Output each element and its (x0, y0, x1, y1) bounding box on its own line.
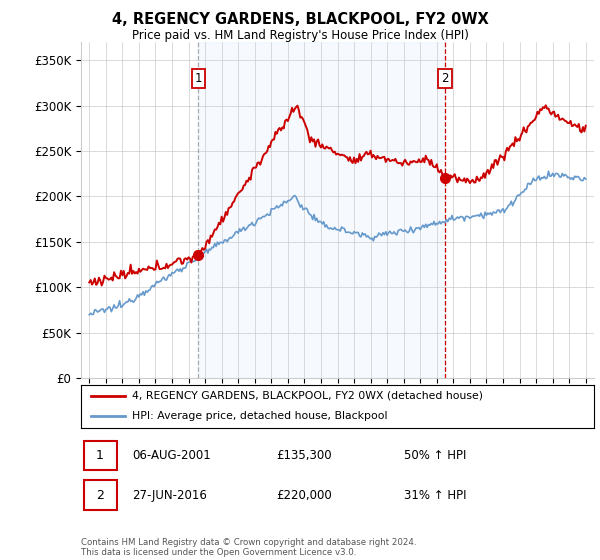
Text: 06-AUG-2001: 06-AUG-2001 (133, 449, 211, 463)
Text: 50% ↑ HPI: 50% ↑ HPI (404, 449, 467, 463)
Text: 4, REGENCY GARDENS, BLACKPOOL, FY2 0WX (detached house): 4, REGENCY GARDENS, BLACKPOOL, FY2 0WX (… (133, 391, 484, 400)
Text: Price paid vs. HM Land Registry's House Price Index (HPI): Price paid vs. HM Land Registry's House … (131, 29, 469, 42)
FancyBboxPatch shape (83, 480, 117, 510)
Text: 1: 1 (195, 72, 202, 85)
Text: HPI: Average price, detached house, Blackpool: HPI: Average price, detached house, Blac… (133, 411, 388, 421)
Text: 1: 1 (96, 449, 104, 463)
Bar (199, 42, 445, 378)
Text: 2: 2 (442, 72, 449, 85)
FancyBboxPatch shape (83, 441, 117, 470)
Text: Contains HM Land Registry data © Crown copyright and database right 2024.
This d: Contains HM Land Registry data © Crown c… (81, 538, 416, 557)
Text: 2: 2 (96, 488, 104, 502)
Text: 31% ↑ HPI: 31% ↑ HPI (404, 488, 467, 502)
Text: £135,300: £135,300 (276, 449, 332, 463)
Text: 27-JUN-2016: 27-JUN-2016 (133, 488, 207, 502)
Text: 4, REGENCY GARDENS, BLACKPOOL, FY2 0WX: 4, REGENCY GARDENS, BLACKPOOL, FY2 0WX (112, 12, 488, 27)
Text: £220,000: £220,000 (276, 488, 332, 502)
